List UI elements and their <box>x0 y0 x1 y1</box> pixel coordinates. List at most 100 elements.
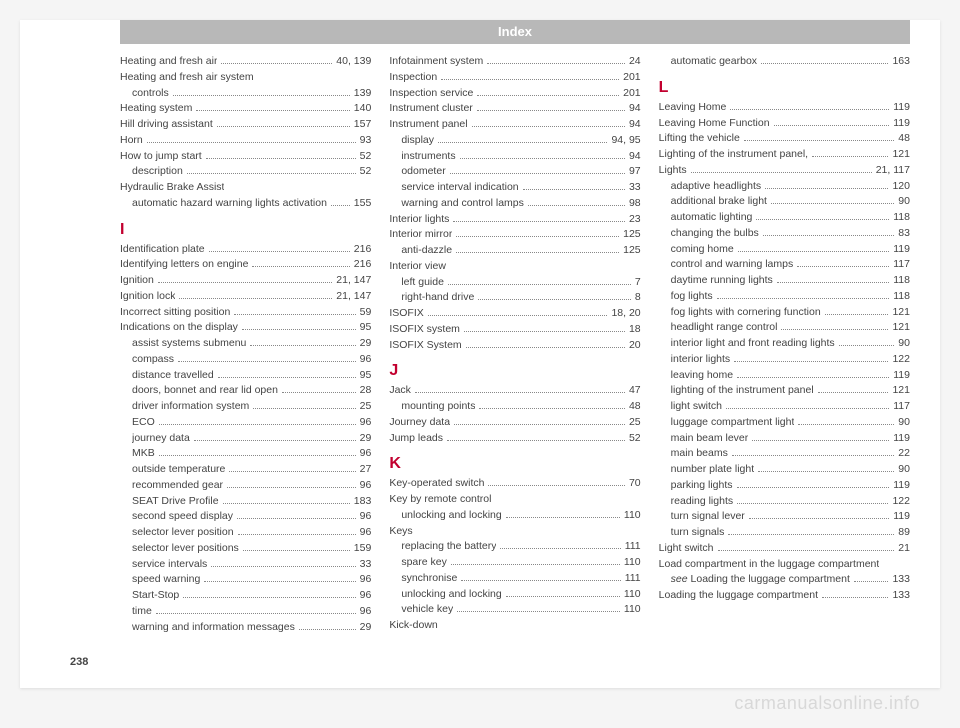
entry-label: ISOFIX <box>389 306 423 322</box>
entry-label: Start-Stop <box>132 588 179 604</box>
entry-page: 117 <box>893 399 910 415</box>
entry-page: 33 <box>629 180 641 196</box>
index-entry: Leaving Home119 <box>659 100 910 116</box>
entry-label: vehicle key <box>401 602 453 618</box>
index-entry: Hydraulic Brake Assist <box>120 180 371 196</box>
entry-label: automatic hazard warning lights activati… <box>132 196 327 212</box>
leader-dots <box>477 95 619 96</box>
leader-dots <box>196 110 349 111</box>
index-subentry: service interval indication 33 <box>389 180 640 196</box>
leader-dots <box>159 424 356 425</box>
entry-label: Interior mirror <box>389 227 452 243</box>
entry-label: unlocking and locking <box>401 508 501 524</box>
index-subentry: replacing the battery111 <box>389 539 640 555</box>
leader-dots <box>209 251 350 252</box>
leader-dots <box>825 314 889 315</box>
leader-dots <box>752 440 889 441</box>
entry-page: 24 <box>629 54 641 70</box>
index-subentry: left guide7 <box>389 275 640 291</box>
leader-dots <box>237 518 356 519</box>
entry-label: service interval indication <box>401 180 518 196</box>
index-subentry: SEAT Drive Profile183 <box>120 494 371 510</box>
index-subentry: warning and control lamps98 <box>389 196 640 212</box>
entry-page: 125 <box>623 227 641 243</box>
entry-page: 118 <box>893 289 910 305</box>
entry-page: 125 <box>623 243 641 259</box>
entry-label: Heating and fresh air <box>120 54 217 70</box>
entry-label: Heating and fresh air system <box>120 70 254 86</box>
entry-label: main beams <box>671 446 728 462</box>
leader-dots <box>466 347 625 348</box>
entry-label: automatic gearbox <box>671 54 757 70</box>
entry-page: 29 <box>360 336 372 352</box>
entry-label: ISOFIX system <box>389 322 460 338</box>
entry-label: fog lights <box>671 289 713 305</box>
leader-dots <box>229 471 355 472</box>
entry-page: 201 <box>623 70 641 86</box>
index-subentry: MKB96 <box>120 446 371 462</box>
entry-page: 122 <box>892 494 910 510</box>
index-entry: Interior view <box>389 259 640 275</box>
index-subentry: parking lights119 <box>659 478 910 494</box>
leader-dots <box>528 205 625 206</box>
leader-dots <box>737 487 890 488</box>
entry-label: Key-operated switch <box>389 476 484 492</box>
entry-page: 110 <box>624 508 641 524</box>
entry-page: 155 <box>354 196 372 212</box>
entry-page: 121 <box>892 320 910 336</box>
entry-label: outside temperature <box>132 462 225 478</box>
index-subentry: journey data29 <box>120 431 371 447</box>
leader-dots <box>147 142 356 143</box>
index-subentry: interior lights122 <box>659 352 910 368</box>
entry-label: display <box>401 133 434 149</box>
index-entry: Interior mirror 125 <box>389 227 640 243</box>
entry-label: selector lever position <box>132 525 234 541</box>
entry-label: Keys <box>389 524 412 540</box>
leader-dots <box>217 126 350 127</box>
entry-page: 90 <box>898 415 910 431</box>
entry-label: Identification plate <box>120 242 205 258</box>
index-subentry: anti-dazzle125 <box>389 243 640 259</box>
leader-dots <box>450 173 625 174</box>
entry-page: 52 <box>360 164 372 180</box>
index-entry: Horn93 <box>120 133 371 149</box>
entry-page: 94 <box>629 149 641 165</box>
index-subentry: selector lever positions159 <box>120 541 371 557</box>
entry-label: Jack <box>389 383 411 399</box>
index-subentry: see Loading the luggage compartment133 <box>659 572 910 588</box>
leader-dots <box>839 345 895 346</box>
index-subentry: reading lights122 <box>659 494 910 510</box>
entry-page: 121 <box>892 383 910 399</box>
leader-dots <box>456 252 619 253</box>
leader-dots <box>448 284 631 285</box>
entry-page: 21, 147 <box>336 273 371 289</box>
index-entry: How to jump start52 <box>120 149 371 165</box>
leader-dots <box>732 455 894 456</box>
entry-label: MKB <box>132 446 155 462</box>
entry-page: 110 <box>624 555 641 571</box>
index-subentry: headlight range control121 <box>659 320 910 336</box>
index-subentry: spare key110 <box>389 555 640 571</box>
entry-page: 111 <box>625 571 641 587</box>
index-entry: ISOFIX System20 <box>389 338 640 354</box>
entry-label: turn signal lever <box>671 509 745 525</box>
index-subentry: assist systems submenu29 <box>120 336 371 352</box>
entry-page: 40, 139 <box>336 54 371 70</box>
section-letter: K <box>389 452 640 476</box>
index-subentry: coming home119 <box>659 242 910 258</box>
entry-page: 119 <box>893 509 910 525</box>
leader-dots <box>718 550 895 551</box>
index-subentry: instruments94 <box>389 149 640 165</box>
index-subentry: warning and information messages29 <box>120 620 371 636</box>
leader-dots <box>488 485 625 486</box>
entry-page: 97 <box>629 164 641 180</box>
leader-dots <box>456 236 619 237</box>
index-entry: Heating and fresh air system <box>120 70 371 86</box>
leader-dots <box>728 534 894 535</box>
index-entry: Indications on the display95 <box>120 320 371 336</box>
leader-dots <box>183 597 355 598</box>
leader-dots <box>428 315 608 316</box>
entry-page: 89 <box>898 525 910 541</box>
leader-dots <box>737 503 888 504</box>
index-subentry: daytime running lights118 <box>659 273 910 289</box>
